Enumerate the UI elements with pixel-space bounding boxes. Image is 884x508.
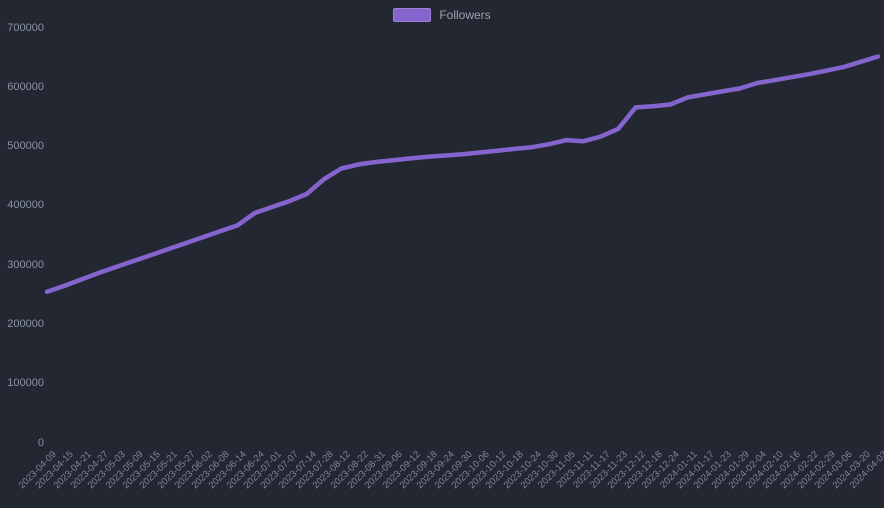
legend-item-followers[interactable]: Followers — [393, 8, 491, 22]
y-tick-label: 400000 — [7, 199, 44, 212]
legend-color-swatch — [393, 8, 432, 22]
y-tick-label: 500000 — [7, 140, 44, 153]
y-tick-label: 200000 — [7, 317, 44, 330]
legend: Followers — [0, 4, 884, 26]
y-tick-label: 700000 — [7, 21, 44, 34]
legend-label: Followers — [439, 8, 491, 22]
y-tick-label: 600000 — [7, 80, 44, 93]
followers-series-line — [44, 54, 881, 295]
y-tick-label: 100000 — [7, 377, 44, 390]
y-tick-label: 300000 — [7, 258, 44, 271]
y-tick-label: 0 — [37, 436, 44, 449]
